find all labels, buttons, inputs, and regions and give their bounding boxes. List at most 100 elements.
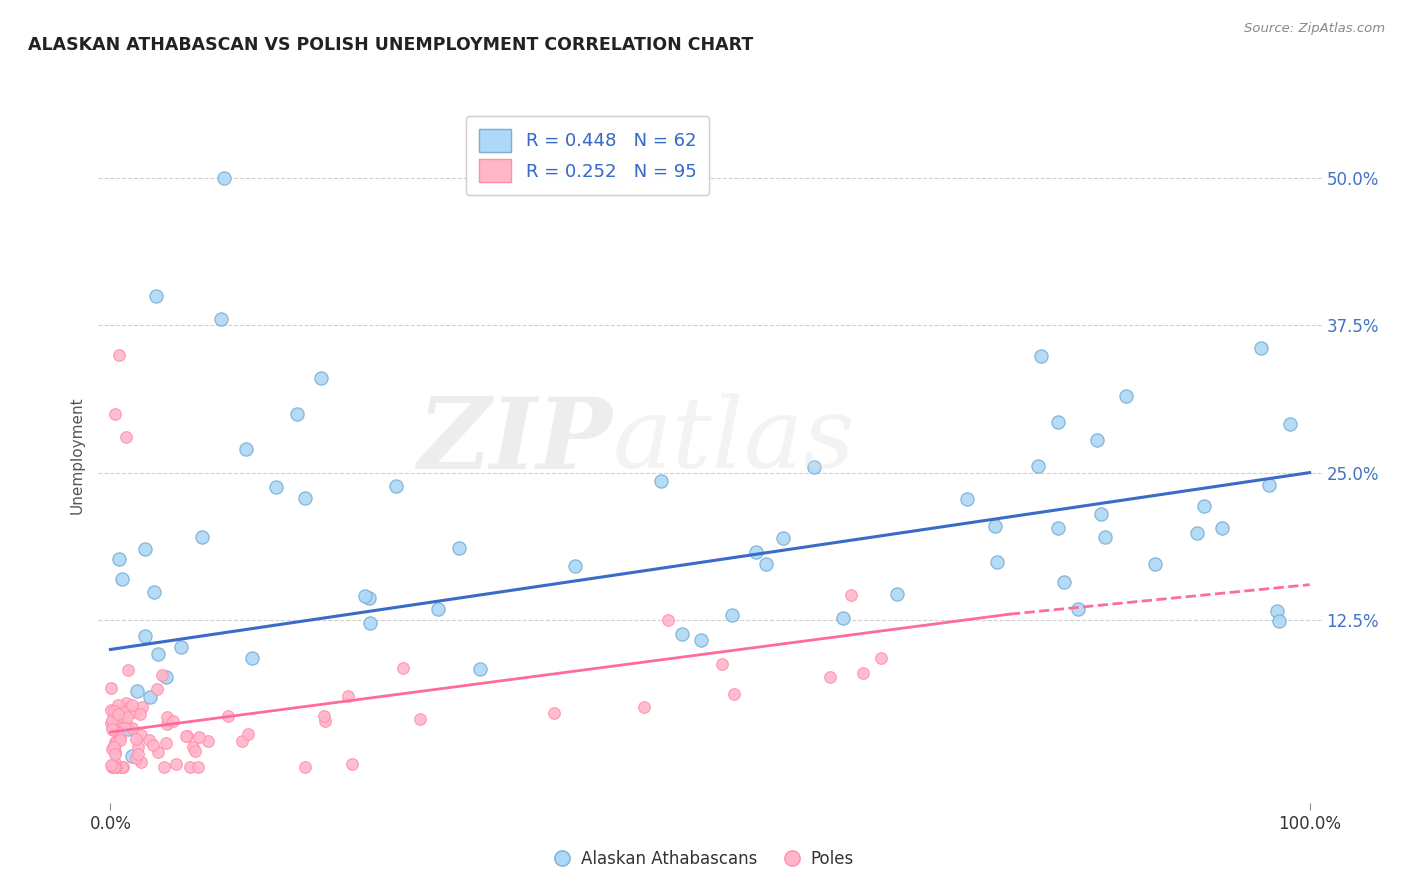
Point bbox=[111, 572, 134, 586]
Point bbox=[354, 589, 377, 603]
Point bbox=[148, 647, 170, 661]
Point bbox=[1066, 602, 1088, 616]
Point bbox=[111, 710, 134, 724]
Point bbox=[723, 687, 745, 701]
Point bbox=[1278, 417, 1301, 431]
Point bbox=[176, 729, 198, 743]
Point bbox=[101, 741, 124, 756]
Point bbox=[984, 519, 1007, 533]
Point bbox=[104, 745, 127, 759]
Point bbox=[103, 739, 125, 754]
Point bbox=[174, 729, 197, 743]
Point bbox=[314, 708, 336, 723]
Point bbox=[671, 627, 693, 641]
Point bbox=[143, 585, 166, 599]
Point bbox=[633, 700, 655, 714]
Point bbox=[170, 640, 193, 654]
Point bbox=[886, 587, 908, 601]
Point bbox=[114, 430, 136, 444]
Point bbox=[104, 756, 127, 770]
Point bbox=[1250, 342, 1272, 356]
Point bbox=[294, 491, 316, 505]
Point bbox=[110, 760, 132, 774]
Point bbox=[711, 657, 734, 671]
Point bbox=[107, 698, 129, 713]
Point bbox=[309, 371, 332, 385]
Point bbox=[187, 730, 209, 744]
Point bbox=[209, 312, 232, 326]
Point bbox=[112, 760, 135, 774]
Point bbox=[359, 591, 381, 605]
Point bbox=[107, 705, 129, 719]
Point bbox=[772, 531, 794, 545]
Point bbox=[146, 745, 169, 759]
Point bbox=[240, 650, 263, 665]
Point bbox=[1257, 478, 1279, 492]
Point bbox=[745, 545, 768, 559]
Point bbox=[110, 703, 132, 717]
Point bbox=[150, 668, 173, 682]
Point bbox=[105, 711, 128, 725]
Point bbox=[110, 760, 132, 774]
Point bbox=[155, 670, 177, 684]
Point bbox=[217, 709, 239, 723]
Point bbox=[1085, 433, 1108, 447]
Text: atlas: atlas bbox=[612, 393, 855, 489]
Point bbox=[145, 289, 167, 303]
Point bbox=[184, 744, 207, 758]
Point bbox=[127, 739, 149, 754]
Point bbox=[657, 613, 679, 627]
Point bbox=[852, 666, 875, 681]
Point bbox=[162, 714, 184, 728]
Point bbox=[124, 705, 146, 719]
Point bbox=[146, 681, 169, 696]
Point bbox=[449, 541, 471, 555]
Point bbox=[104, 736, 127, 750]
Point bbox=[100, 722, 122, 736]
Point bbox=[100, 716, 122, 731]
Point bbox=[179, 760, 201, 774]
Point bbox=[112, 705, 135, 719]
Point bbox=[314, 714, 336, 728]
Point bbox=[156, 710, 179, 724]
Point bbox=[142, 738, 165, 752]
Point bbox=[117, 722, 139, 736]
Point bbox=[117, 663, 139, 677]
Legend: Alaskan Athabascans, Poles: Alaskan Athabascans, Poles bbox=[546, 844, 860, 875]
Point bbox=[1052, 574, 1074, 589]
Point bbox=[543, 706, 565, 720]
Text: Source: ZipAtlas.com: Source: ZipAtlas.com bbox=[1244, 22, 1385, 36]
Point bbox=[156, 717, 179, 731]
Point bbox=[129, 728, 152, 742]
Y-axis label: Unemployment: Unemployment bbox=[69, 396, 84, 514]
Point bbox=[1047, 416, 1070, 430]
Point bbox=[111, 715, 134, 730]
Point bbox=[121, 698, 143, 712]
Point bbox=[104, 407, 127, 421]
Point bbox=[803, 459, 825, 474]
Point bbox=[1028, 459, 1050, 474]
Text: ZIP: ZIP bbox=[418, 392, 612, 489]
Point bbox=[1143, 557, 1166, 571]
Point bbox=[107, 706, 129, 721]
Point bbox=[104, 735, 127, 749]
Point bbox=[121, 748, 143, 763]
Point bbox=[101, 723, 124, 737]
Point bbox=[359, 615, 381, 630]
Text: ALASKAN ATHABASCAN VS POLISH UNEMPLOYMENT CORRELATION CHART: ALASKAN ATHABASCAN VS POLISH UNEMPLOYMEN… bbox=[28, 36, 754, 54]
Point bbox=[125, 751, 148, 765]
Point bbox=[294, 760, 316, 774]
Point bbox=[128, 707, 150, 722]
Point bbox=[235, 442, 257, 456]
Point bbox=[1115, 389, 1137, 403]
Point bbox=[152, 760, 174, 774]
Point bbox=[1211, 521, 1233, 535]
Point bbox=[181, 739, 204, 754]
Point bbox=[1029, 349, 1052, 363]
Point bbox=[956, 492, 979, 507]
Point bbox=[127, 747, 149, 762]
Point bbox=[110, 703, 132, 717]
Point bbox=[103, 760, 125, 774]
Point bbox=[104, 760, 127, 774]
Point bbox=[197, 733, 219, 747]
